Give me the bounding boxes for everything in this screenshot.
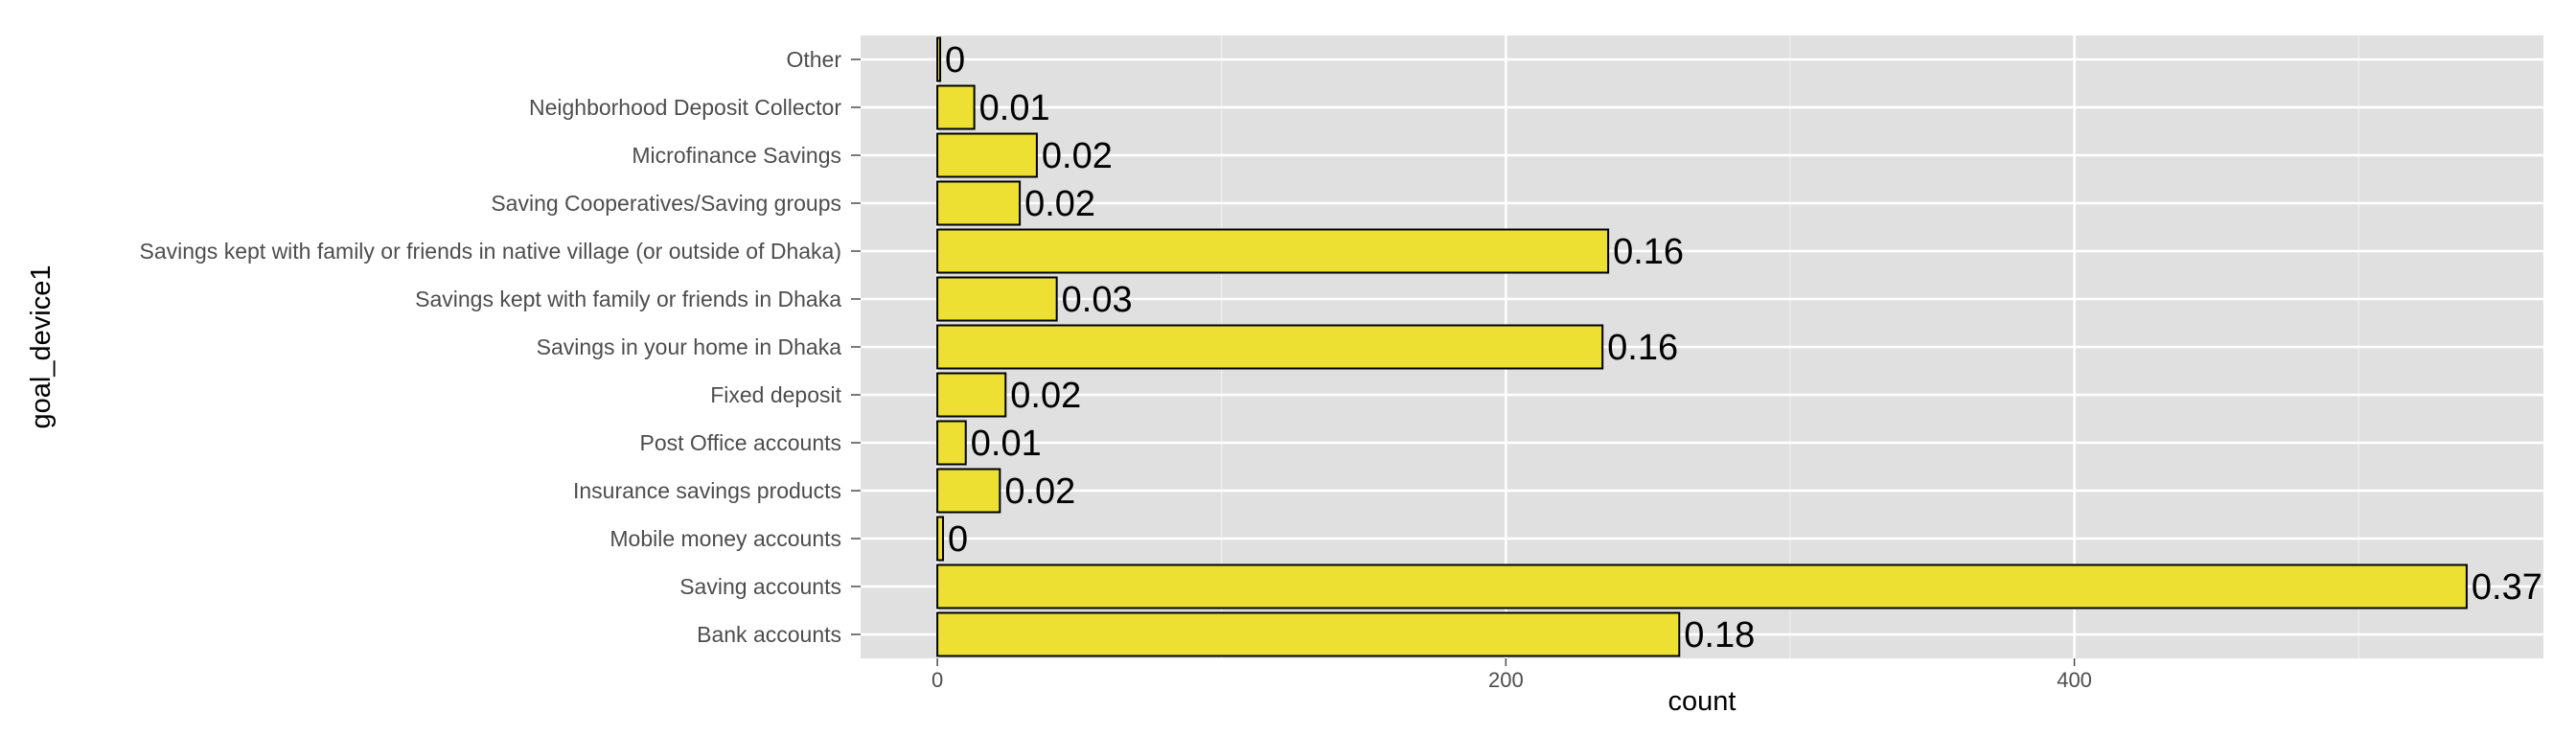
bar [936, 228, 1610, 274]
x-tick-label: 200 [1488, 668, 1524, 692]
bar [936, 324, 1604, 370]
category-label: Mobile money accounts [610, 526, 841, 551]
bar-value-label: 0.16 [1607, 328, 1678, 368]
bar [936, 516, 945, 562]
x-tick-label: 400 [2057, 668, 2092, 692]
data-labels: 0 0.01 0.02 0.02 0.16 0.03 0.16 0.02 0.01 0.02 0 0.… [945, 40, 2542, 656]
bar-value-label: 0.02 [1010, 376, 1081, 416]
category-label: Fixed deposit [710, 382, 841, 407]
category-label: Savings in your home in Dhaka [537, 334, 842, 359]
bar [936, 180, 1022, 226]
bar-value-label: 0.02 [1024, 184, 1095, 224]
bars [936, 36, 2468, 657]
bar-value-label: 0.03 [1062, 280, 1133, 320]
bar [936, 564, 2468, 610]
bar [936, 372, 1007, 418]
bar-value-label: 0.01 [971, 424, 1042, 464]
y-axis-title: goal_device1 [26, 265, 57, 429]
bar-value-label: 0.37 [2472, 567, 2542, 608]
category-label: Bank accounts [697, 622, 841, 647]
x-tick-label: 0 [932, 668, 943, 692]
category-label: Other [786, 47, 841, 72]
bar-value-label: 0.18 [1684, 615, 1755, 656]
value-axis: 0 200 400 [932, 658, 2092, 692]
category-label: Insurance savings products [573, 478, 841, 503]
bar-value-label: 0.02 [1004, 472, 1075, 512]
bar [936, 84, 976, 130]
bar-value-label: 0.02 [1042, 136, 1113, 176]
category-label: Post Office accounts [639, 430, 841, 455]
bar [936, 611, 1681, 657]
category-label: Savings kept with family or friends in D… [415, 287, 841, 311]
bar [936, 36, 942, 82]
category-axis: Other Neighborhood Deposit Collector Micro… [139, 47, 861, 647]
category-label: Neighborhood Deposit Collector [529, 95, 841, 120]
bar [936, 132, 1038, 178]
category-label: Saving Cooperatives/Saving groups [491, 191, 841, 216]
category-label: Saving accounts [679, 574, 841, 599]
bar-value-label: 0 [948, 519, 968, 560]
bar [936, 420, 967, 466]
bar [936, 276, 1058, 322]
category-label: Microfinance Savings [632, 143, 841, 168]
grid-lines [861, 35, 2543, 658]
x-axis-title: count [1668, 686, 1736, 717]
bar [936, 468, 1001, 514]
category-label: Savings kept with family or friends in n… [139, 239, 841, 264]
bar-value-label: 0.01 [979, 88, 1050, 128]
bar-value-label: 0.16 [1613, 232, 1684, 272]
bar-value-label: 0 [945, 40, 965, 80]
